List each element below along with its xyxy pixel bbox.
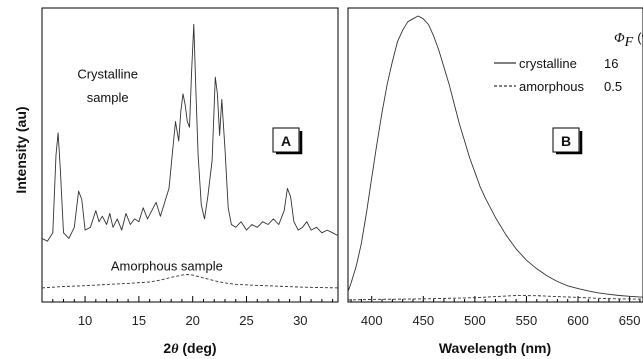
panel-b-x-ticks: 400 450 500 550 600 650 xyxy=(350,296,641,328)
panel-b-x-tick-label-450: 450 xyxy=(412,313,434,328)
legend-header: ΦF(%) xyxy=(614,30,643,50)
panel-a-x-tick-label-15: 15 xyxy=(132,313,146,328)
legend-label-crystalline: crystalline xyxy=(519,56,577,71)
panel-b-x-axis-label: Wavelength (nm) xyxy=(439,340,551,356)
legend-value-crystalline: 16 xyxy=(604,56,618,71)
annotation-amorphous-sample: Amorphous sample xyxy=(111,258,223,273)
panel-b-series-crystalline xyxy=(347,15,643,298)
panel-b-x-tick-label-400: 400 xyxy=(361,313,383,328)
panel-a-x-tick-label-10: 10 xyxy=(78,313,92,328)
panel-a-x-tick-label-30: 30 xyxy=(293,313,307,328)
panel-a-x-axis-label: 2θ (deg) xyxy=(163,340,216,357)
y-axis-label: Intensity (au) xyxy=(13,106,29,193)
panel-a-x-tick-label-20: 20 xyxy=(185,313,199,328)
panel-b-x-tick-label-600: 600 xyxy=(567,313,589,328)
panel-a-label-box: A xyxy=(272,127,303,155)
panel-b-frame xyxy=(347,7,643,303)
panel-b-x-tick-label-650: 650 xyxy=(619,313,641,328)
panel-a-x-tick-label-25: 25 xyxy=(239,313,253,328)
panel-a-series-crystalline-sample xyxy=(41,23,339,242)
panel-a-series xyxy=(41,23,339,289)
annotation-sample: sample xyxy=(87,90,129,105)
panel-b: 400 450 500 550 600 650 ΦF(%) crystalline 16 … xyxy=(347,7,643,356)
panel-b-label: B xyxy=(561,133,571,149)
panel-b-label-box: B xyxy=(552,127,583,155)
legend-value-amorphous: 0.5 xyxy=(604,79,622,94)
panel-a: 10 15 20 25 30 Crystalline sample Amorphous … xyxy=(41,7,339,357)
annotation-crystalline: Crystalline xyxy=(77,67,138,82)
panel-b-series xyxy=(347,15,643,301)
panel-b-series-amorphous xyxy=(347,295,643,301)
legend-label-amorphous: amorphous xyxy=(519,79,585,94)
panel-a-x-ticks: 10 15 20 25 30 xyxy=(41,296,334,328)
panel-a-label: A xyxy=(281,133,291,149)
panel-a-frame xyxy=(41,7,339,303)
panel-a-series-amorphous-sample xyxy=(41,274,339,289)
panel-b-legend: ΦF(%) crystalline 16 amorphous 0.5 xyxy=(494,30,643,94)
panel-b-x-tick-label-550: 550 xyxy=(516,313,538,328)
panel-b-x-tick-label-500: 500 xyxy=(464,313,486,328)
